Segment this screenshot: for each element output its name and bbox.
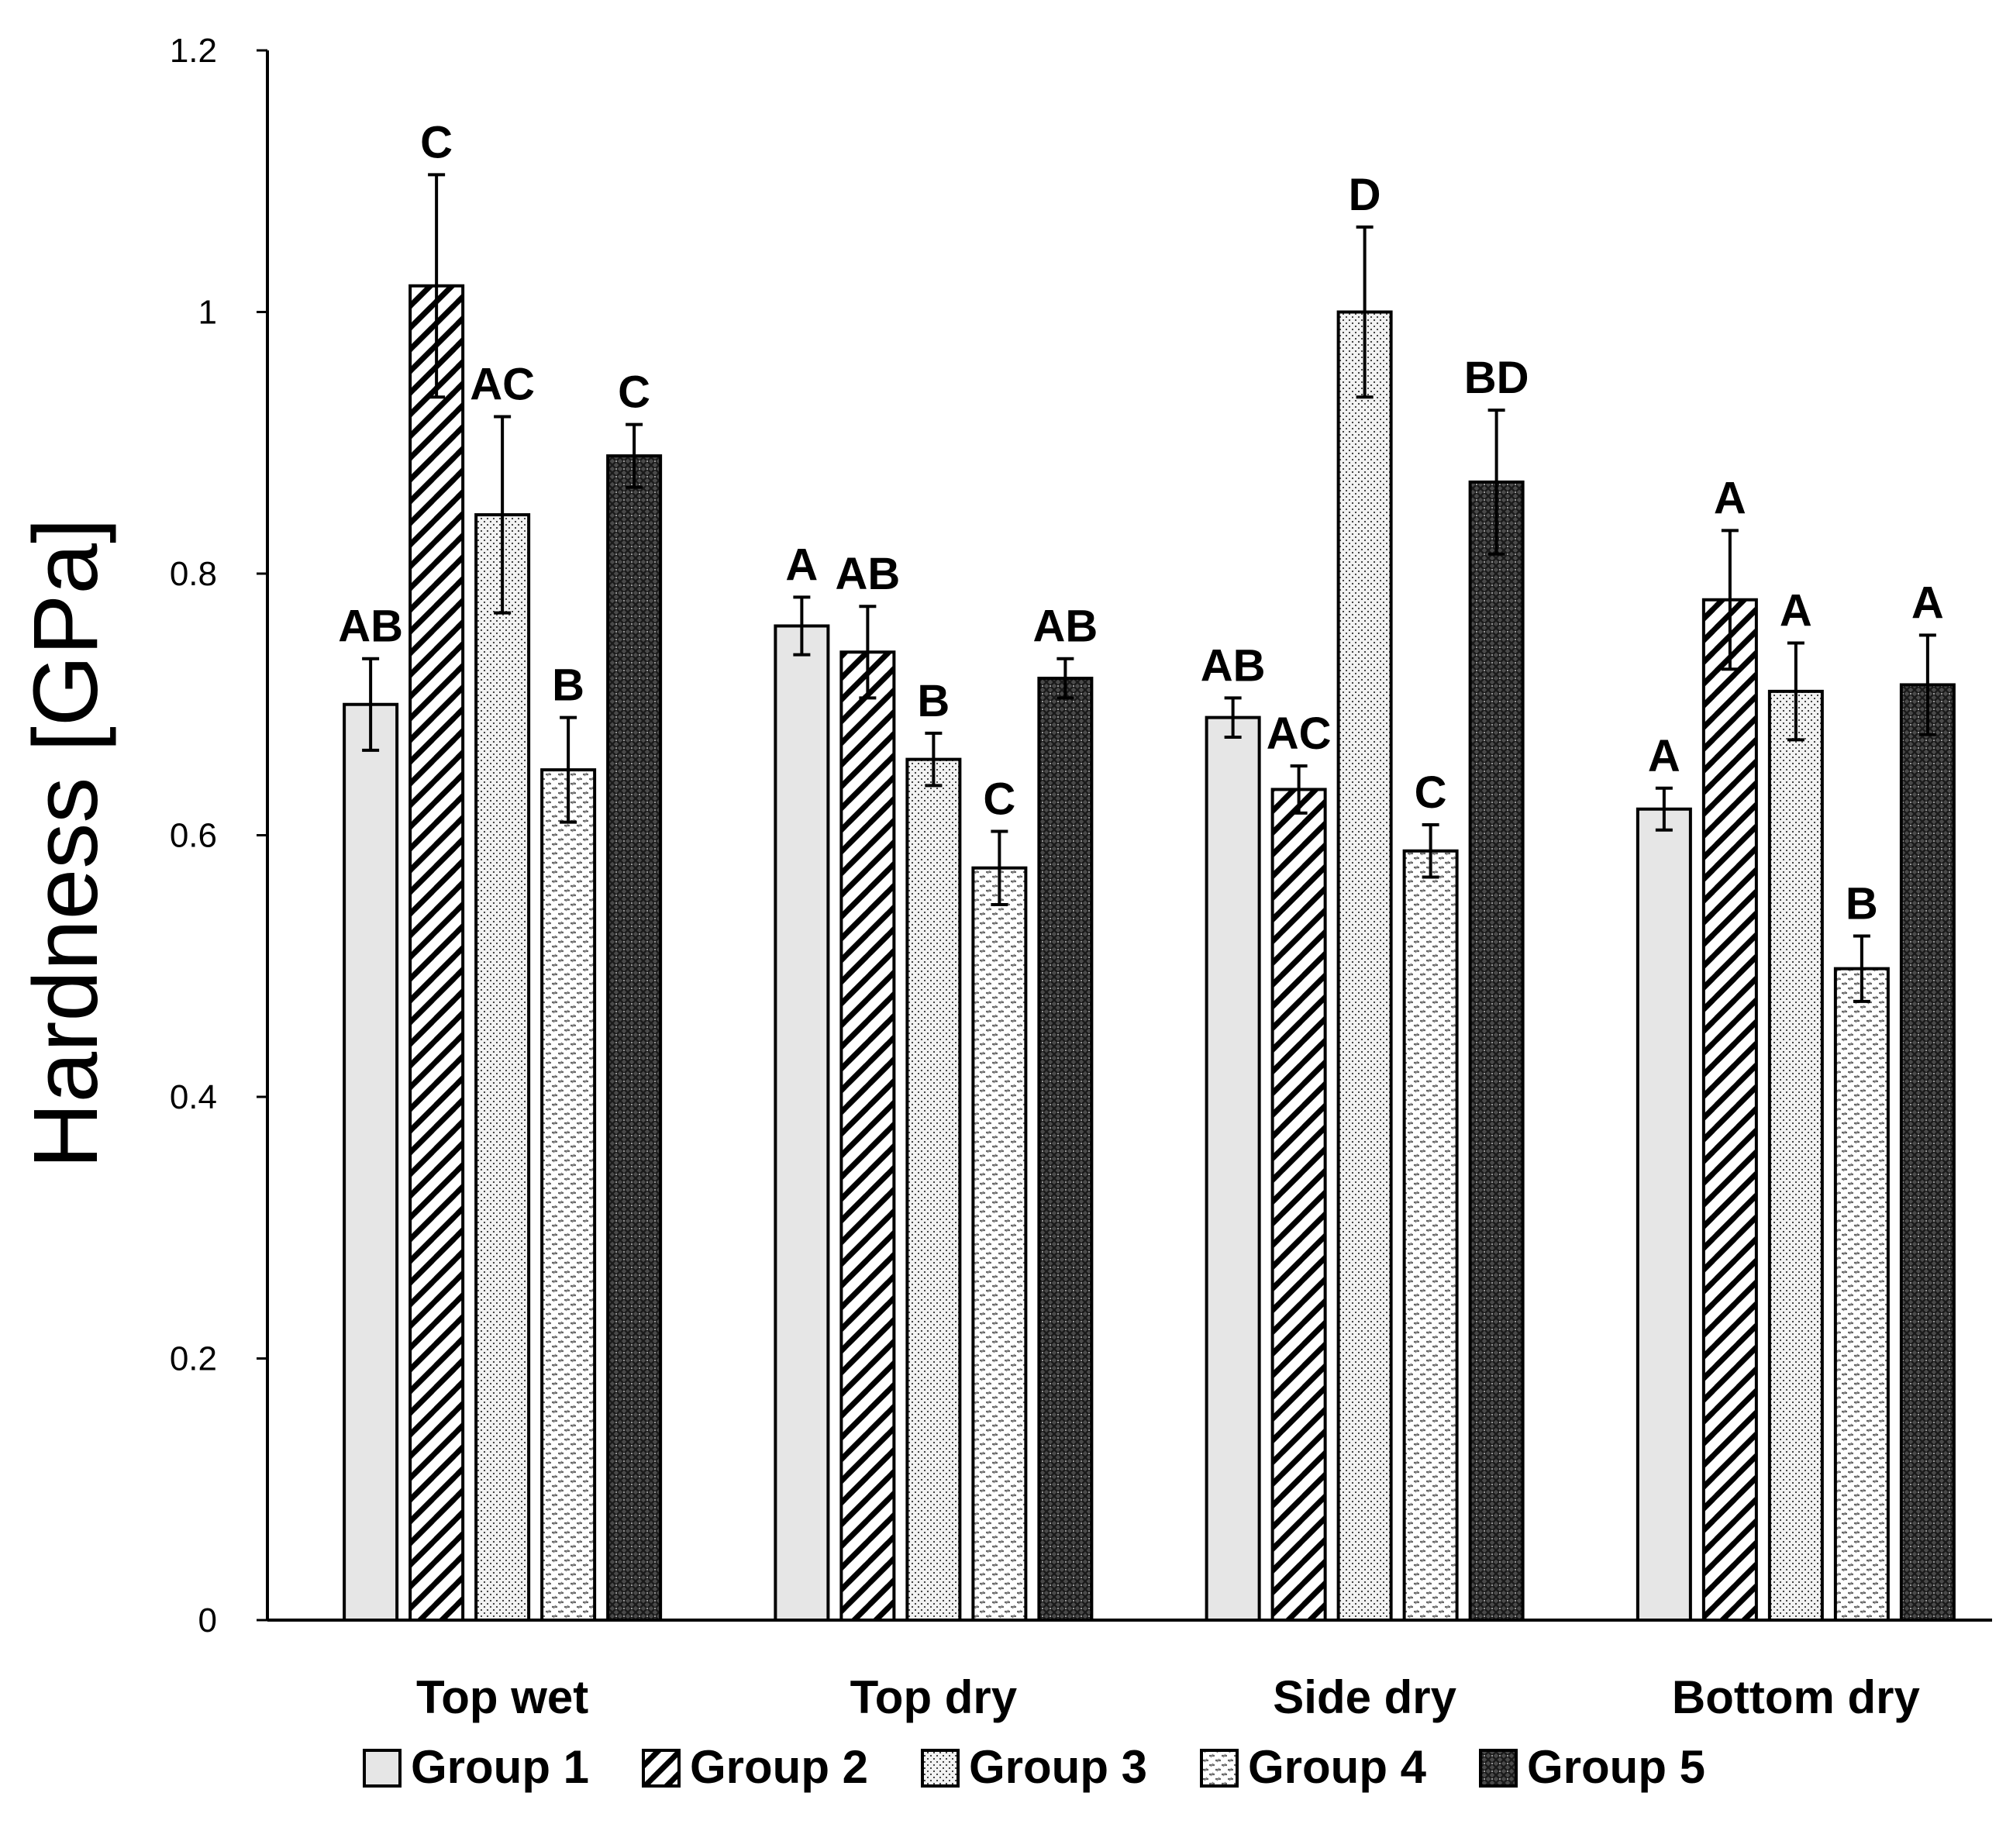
bar [774, 624, 830, 1622]
bar [1833, 967, 1890, 1622]
bar [1270, 788, 1327, 1622]
bar [839, 650, 896, 1622]
legend-label: Group 2 [690, 1741, 868, 1793]
significance-label: A [785, 540, 818, 590]
significance-label: D [1349, 170, 1381, 220]
significance-label: C [1415, 767, 1447, 818]
significance-label: A [1780, 585, 1812, 636]
bar [474, 513, 531, 1622]
bar [1336, 310, 1393, 1622]
y-tick-label: 0.6 [170, 817, 217, 855]
bar [1205, 715, 1261, 1622]
legend-swatch [363, 1749, 402, 1788]
bar [1701, 598, 1758, 1622]
significance-label: B [917, 676, 950, 726]
x-category-label: Top dry [850, 1671, 1018, 1723]
y-tick-label: 0.2 [170, 1340, 217, 1378]
bar [606, 454, 663, 1622]
bar [905, 757, 962, 1622]
significance-label: AC [470, 360, 535, 410]
y-tick-label: 0.4 [170, 1078, 217, 1116]
significance-label: AB [1201, 640, 1266, 691]
bar [540, 768, 597, 1622]
legend-label: Group 1 [411, 1741, 589, 1793]
bar [343, 702, 399, 1622]
significance-label: AB [835, 549, 900, 599]
bar [1468, 480, 1525, 1622]
legend-swatch [921, 1749, 960, 1788]
y-tick-label: 1 [198, 294, 217, 332]
significance-label: C [983, 774, 1015, 824]
legend-label: Group 4 [1248, 1741, 1427, 1793]
legend-label: Group 3 [969, 1741, 1147, 1793]
significance-label: B [1846, 878, 1878, 929]
bar [1636, 807, 1692, 1622]
significance-label: A [1714, 473, 1746, 523]
significance-label: B [552, 660, 584, 711]
x-category-label: Bottom dry [1672, 1671, 1921, 1723]
bars [343, 173, 1956, 1622]
legend: Group 1 Group 2 Group 3 Group 4 Group 5 [363, 1741, 1705, 1793]
significance-label: AB [338, 602, 403, 652]
significance-label: A [1911, 578, 1944, 628]
x-category-label: Top wet [416, 1671, 588, 1723]
y-tick-label: 1.2 [170, 32, 217, 70]
y-tick-label: 0 [198, 1601, 217, 1639]
bar [1402, 849, 1459, 1622]
legend-label: Group 5 [1527, 1741, 1705, 1793]
bar [1767, 689, 1824, 1622]
significance-label: C [618, 367, 650, 418]
significance-label: BD [1464, 353, 1529, 403]
bar [1037, 677, 1094, 1622]
legend-swatch [642, 1749, 681, 1788]
y-tick-label: 0.8 [170, 555, 217, 593]
significance-label: AB [1032, 602, 1098, 652]
bar [408, 284, 465, 1622]
significance-label: C [420, 117, 453, 167]
bar [971, 866, 1028, 1622]
significance-label: A [1648, 731, 1680, 781]
legend-swatch [1479, 1749, 1518, 1788]
legend-swatch [1200, 1749, 1239, 1788]
x-category-label: Side dry [1273, 1671, 1456, 1723]
significance-label: AC [1267, 709, 1332, 759]
y-axis-label: Hardness [GPa] [15, 518, 117, 1168]
bar [1899, 683, 1956, 1622]
